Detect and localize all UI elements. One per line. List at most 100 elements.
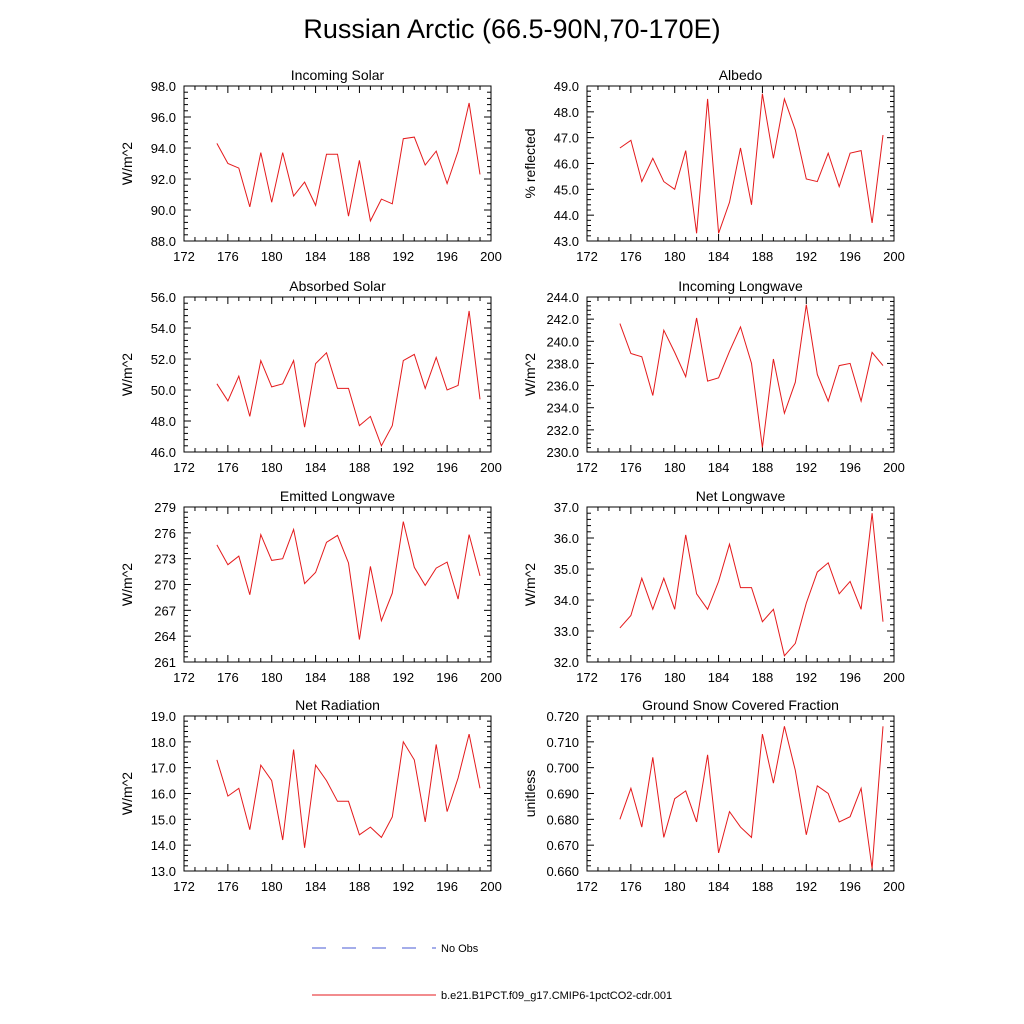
y-tick-label: 0.700 <box>546 761 579 776</box>
x-tick-label: 180 <box>664 670 686 685</box>
y-tick-label: 98.0 <box>151 79 176 94</box>
panel-title: Incoming Longwave <box>678 278 803 294</box>
y-tick-label: 273 <box>154 552 176 567</box>
y-tick-label: 46.0 <box>151 445 176 460</box>
x-tick-label: 200 <box>883 249 905 264</box>
plot-frame <box>586 715 895 872</box>
y-tick-label: 276 <box>154 526 176 541</box>
y-axis-label: unitless <box>522 770 538 817</box>
y-tick-label: 92.0 <box>151 172 176 187</box>
y-axis-label: W/m^2 <box>522 563 538 606</box>
panel-title: Absorbed Solar <box>289 278 386 294</box>
x-tick-label: 196 <box>436 879 458 894</box>
x-tick-label: 184 <box>708 460 730 475</box>
x-tick-label: 192 <box>795 670 817 685</box>
x-tick-label: 172 <box>173 460 195 475</box>
x-tick-label: 200 <box>883 460 905 475</box>
x-tick-label: 172 <box>576 670 598 685</box>
panel-6: Net Longwave W/m^2 172 176 180 184 188 192 196 20… <box>522 488 905 685</box>
x-tick-label: 176 <box>217 670 239 685</box>
x-tick-label: 180 <box>261 670 283 685</box>
y-tick-label: 36.0 <box>554 531 579 546</box>
y-tick-label: 0.660 <box>546 864 579 879</box>
panel-title: Net Radiation <box>295 697 380 713</box>
y-tick-label: 15.0 <box>151 812 176 827</box>
x-tick-label: 188 <box>752 460 774 475</box>
series-line <box>216 310 481 448</box>
y-tick-label: 230.0 <box>546 445 579 460</box>
x-tick-label: 176 <box>620 670 642 685</box>
x-tick-label: 172 <box>576 879 598 894</box>
x-tick-label: 188 <box>349 879 371 894</box>
panel-4: Incoming Longwave W/m^2 172 176 180 184 188 192… <box>522 278 905 475</box>
x-tick-label: 192 <box>392 249 414 264</box>
y-tick-label: 52.0 <box>151 352 176 367</box>
x-tick-label: 192 <box>795 249 817 264</box>
figure-title: Russian Arctic (66.5-90N,70-170E) <box>303 14 721 44</box>
x-tick-label: 196 <box>436 670 458 685</box>
panel-title: Ground Snow Covered Fraction <box>642 697 839 713</box>
x-tick-label: 192 <box>795 460 817 475</box>
x-tick-label: 184 <box>708 249 730 264</box>
y-tick-label: 14.0 <box>151 838 176 853</box>
x-tick-label: 188 <box>752 670 774 685</box>
x-tick-label: 196 <box>839 460 861 475</box>
x-tick-label: 188 <box>349 460 371 475</box>
y-tick-label: 13.0 <box>151 864 176 879</box>
y-tick-label: 35.0 <box>554 562 579 577</box>
x-tick-label: 172 <box>173 670 195 685</box>
y-tick-label: 37.0 <box>554 500 579 515</box>
x-tick-label: 176 <box>217 249 239 264</box>
y-tick-label: 88.0 <box>151 234 176 249</box>
series-line <box>216 102 481 223</box>
y-tick-label: 234.0 <box>546 401 579 416</box>
x-tick-label: 180 <box>261 879 283 894</box>
x-tick-label: 184 <box>305 460 327 475</box>
y-tick-label: 56.0 <box>151 290 176 305</box>
y-tick-label: 236.0 <box>546 379 579 394</box>
x-tick-label: 200 <box>883 670 905 685</box>
series-line <box>216 521 481 640</box>
y-axis-label: % reflected <box>522 128 538 198</box>
series-line <box>216 733 481 848</box>
y-tick-label: 242.0 <box>546 312 579 327</box>
x-tick-label: 184 <box>305 670 327 685</box>
x-tick-label: 200 <box>883 879 905 894</box>
x-tick-label: 180 <box>664 460 686 475</box>
plot-frame <box>586 296 895 453</box>
y-tick-label: 94.0 <box>151 141 176 156</box>
y-tick-label: 90.0 <box>151 203 176 218</box>
x-tick-label: 192 <box>392 670 414 685</box>
y-tick-label: 267 <box>154 603 176 618</box>
y-tick-label: 0.680 <box>546 812 579 827</box>
y-tick-label: 279 <box>154 500 176 515</box>
y-tick-label: 238.0 <box>546 356 579 371</box>
x-tick-label: 192 <box>392 879 414 894</box>
x-tick-label: 176 <box>217 879 239 894</box>
y-tick-label: 0.720 <box>546 709 579 724</box>
series-line <box>619 726 884 869</box>
x-tick-label: 184 <box>708 879 730 894</box>
y-tick-label: 48.0 <box>151 414 176 429</box>
y-tick-label: 50.0 <box>151 383 176 398</box>
y-axis-label: W/m^2 <box>119 563 135 606</box>
x-tick-label: 176 <box>620 460 642 475</box>
y-tick-label: 33.0 <box>554 624 579 639</box>
panel-title: Emitted Longwave <box>280 488 395 504</box>
y-tick-label: 17.0 <box>151 761 176 776</box>
y-tick-label: 16.0 <box>151 787 176 802</box>
panel-title: Net Longwave <box>696 488 786 504</box>
x-tick-label: 184 <box>305 249 327 264</box>
x-tick-label: 180 <box>261 460 283 475</box>
y-tick-label: 18.0 <box>151 735 176 750</box>
x-tick-label: 200 <box>480 460 502 475</box>
y-tick-label: 49.0 <box>554 79 579 94</box>
x-tick-label: 172 <box>576 249 598 264</box>
panel-2: Albedo % reflected 172 176 180 184 188 192 196 20… <box>522 67 905 264</box>
x-tick-label: 196 <box>436 460 458 475</box>
panel-7: Net Radiation W/m^2 172 176 180 184 188 192 196 2… <box>119 697 502 894</box>
x-tick-label: 180 <box>664 879 686 894</box>
x-tick-label: 172 <box>173 249 195 264</box>
x-tick-label: 188 <box>752 249 774 264</box>
x-tick-label: 196 <box>839 879 861 894</box>
